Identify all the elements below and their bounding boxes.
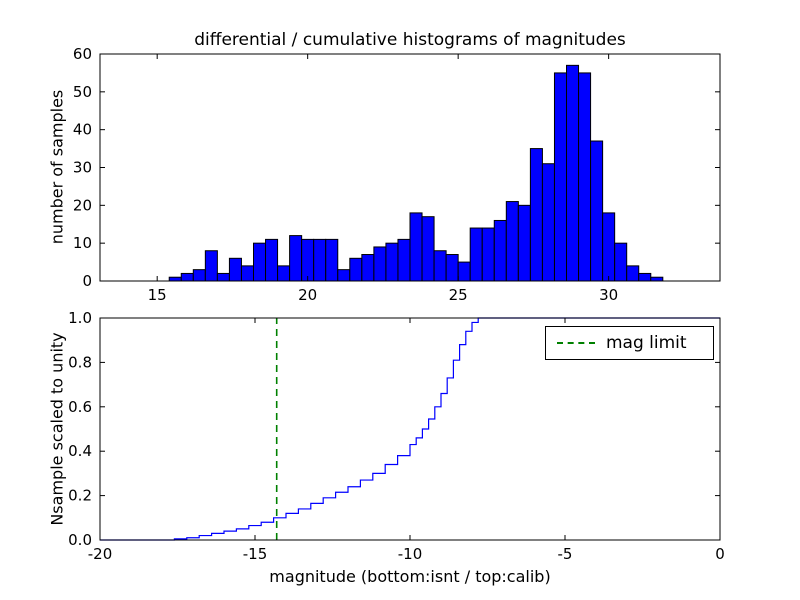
cumulative-step-line: [100, 317, 720, 541]
histogram-bar: [433, 250, 447, 282]
histogram-bar: [385, 242, 399, 282]
histogram-bar: [204, 250, 218, 282]
y-tick-label: 0: [82, 272, 92, 290]
histogram-bar: [445, 254, 459, 282]
dashed-line-icon: [557, 342, 595, 344]
y-tick-label: 60: [73, 45, 92, 63]
histogram-bar: [277, 265, 291, 282]
y-tick-label: 0.6: [68, 398, 92, 416]
histogram-bar: [168, 276, 182, 282]
histogram-bar: [553, 72, 568, 282]
histogram-bar: [180, 272, 194, 282]
histogram-bar: [493, 219, 507, 282]
y-tick-label: 30: [73, 159, 92, 177]
y-tick-label: 0.8: [68, 353, 92, 371]
y-tick-label: 1.0: [68, 309, 92, 327]
histogram-bar: [638, 272, 652, 282]
histogram-bar: [566, 64, 580, 282]
histogram-bar: [541, 163, 555, 282]
x-tick-label: -5: [558, 545, 573, 563]
histogram-bar: [337, 269, 351, 282]
histogram-bar: [626, 265, 640, 282]
histogram-bar: [265, 238, 279, 282]
histogram-bar: [301, 238, 315, 282]
histogram-bar: [650, 276, 664, 282]
x-tick-label: 20: [298, 286, 317, 304]
histogram-bar: [289, 235, 303, 282]
histogram-bar: [373, 246, 387, 282]
histogram-bar: [216, 272, 230, 282]
x-tick-label: 0: [715, 545, 725, 563]
y-tick-label: 40: [73, 121, 92, 139]
x-tick-label: -15: [243, 545, 268, 563]
y-tick-label: 0.0: [68, 531, 92, 549]
histogram-bar: [252, 242, 267, 282]
histogram-bar: [421, 216, 435, 282]
histogram-bar: [505, 201, 519, 282]
y-tick-label: 20: [73, 196, 92, 214]
histogram-bar: [240, 265, 254, 282]
x-tick-label: 25: [449, 286, 468, 304]
histogram-bar: [192, 269, 206, 282]
legend-label: mag limit: [606, 333, 687, 353]
histogram-bar: [578, 72, 592, 282]
legend: mag limit: [545, 326, 714, 360]
histogram-bar: [325, 238, 339, 282]
histogram-bar: [349, 257, 363, 282]
histogram-bar: [361, 254, 375, 282]
x-tick-label: 30: [599, 286, 618, 304]
histogram-bar: [313, 238, 327, 282]
histogram-bar: [469, 227, 483, 282]
y-tick-label: 0.2: [68, 487, 92, 505]
histogram-bar: [397, 238, 411, 282]
chart-title: differential / cumulative histograms of …: [194, 30, 626, 50]
y-tick-label: 0.4: [68, 442, 92, 460]
histogram-bar: [614, 242, 628, 282]
x-tick-label: -20: [88, 545, 113, 563]
histogram-bar: [529, 148, 543, 282]
top-y-axis-label: number of samples: [47, 89, 67, 245]
x-tick-label: -10: [398, 545, 423, 563]
histogram-bar: [602, 212, 616, 282]
histogram-bar: [481, 227, 495, 282]
y-tick-label: 50: [73, 83, 92, 101]
histogram-bar: [517, 204, 531, 282]
histogram-bar: [590, 140, 604, 282]
y-tick-label: 10: [73, 234, 92, 252]
histogram-bar: [409, 212, 423, 282]
bottom-x-axis-label: magnitude (bottom:isnt / top:calib): [269, 567, 551, 586]
histogram-bar: [457, 261, 471, 282]
x-tick-label: 15: [148, 286, 167, 304]
histogram-bar: [228, 257, 242, 282]
bottom-y-axis-label: Nsample scaled to unity: [47, 332, 67, 526]
